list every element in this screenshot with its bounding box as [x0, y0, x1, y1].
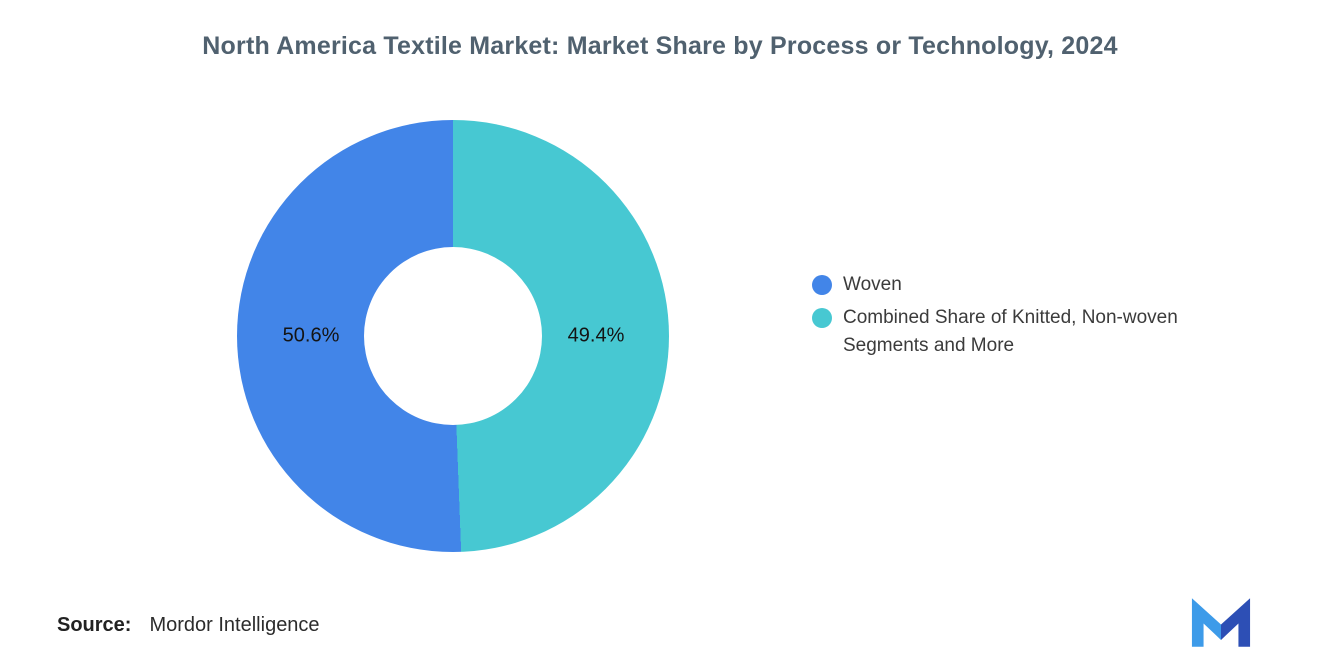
source-value: Mordor Intelligence: [149, 614, 320, 636]
slice-label-combined: 49.4%: [567, 324, 625, 347]
legend-item-combined[interactable]: Combined Share of Knitted, Non-woven Seg…: [812, 304, 1252, 360]
legend-item-woven[interactable]: Woven: [812, 271, 1252, 299]
donut-chart: 50.6% 49.4%: [237, 120, 669, 552]
logo-left-stroke: [1191, 598, 1221, 647]
legend-label-combined: Combined Share of Knitted, Non-woven Seg…: [843, 307, 1178, 356]
mordor-intelligence-logo: [1191, 598, 1251, 647]
legend-marker-woven: [812, 275, 832, 295]
logo-right-stroke: [1221, 598, 1251, 647]
legend-marker-combined: [812, 308, 832, 328]
chart-title: North America Textile Market: Market Sha…: [202, 32, 1118, 60]
donut-hole: [364, 247, 542, 425]
source-line: Source: Mordor Intelligence: [57, 614, 320, 637]
legend-label-woven: Woven: [843, 274, 902, 295]
source-label: Source:: [57, 614, 132, 636]
legend: Woven Combined Share of Knitted, Non-wov…: [812, 271, 1252, 365]
slice-label-woven: 50.6%: [282, 324, 340, 347]
